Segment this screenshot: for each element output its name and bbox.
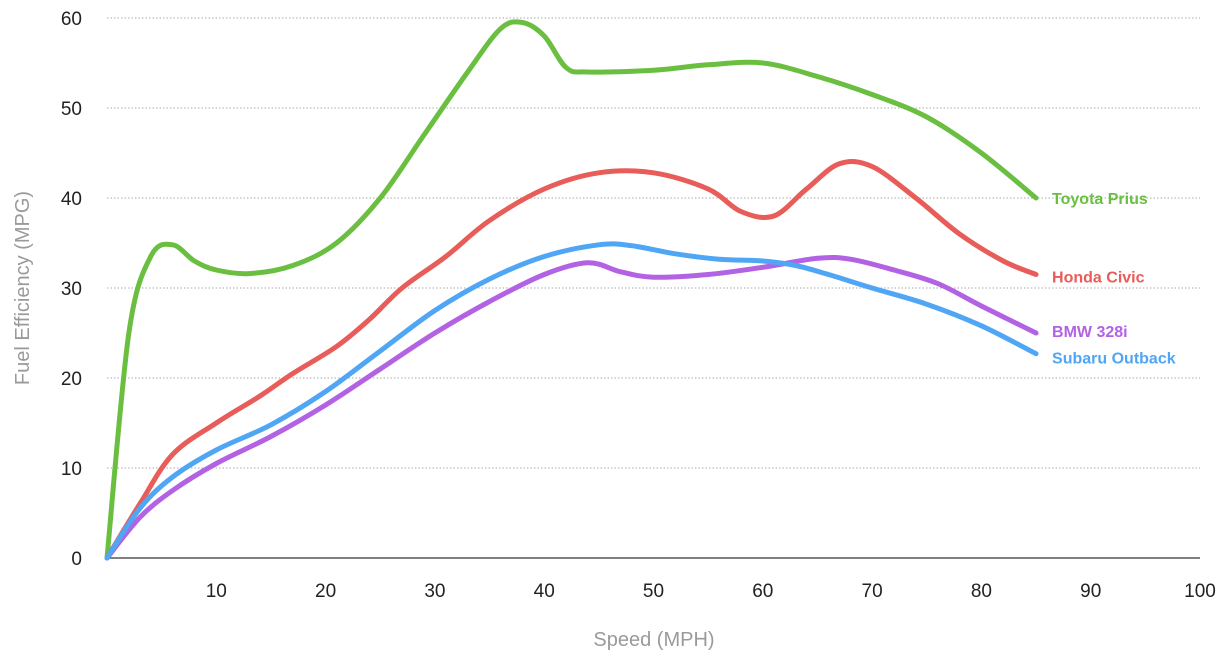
- x-tick-label: 70: [862, 581, 883, 602]
- series-label-bmw-328i: BMW 328i: [1052, 324, 1128, 341]
- series-label-honda-civic: Honda Civic: [1052, 270, 1145, 287]
- series-line-bmw-328i: [104, 254, 1039, 561]
- x-tick-label: 60: [752, 581, 773, 602]
- y-tick-label: 10: [61, 459, 82, 480]
- x-tick-label: 20: [315, 581, 336, 602]
- x-tick-labels: 10 20 30 40 50 60 70 80 90 100: [206, 581, 1216, 602]
- y-tick-label: 50: [61, 99, 82, 120]
- y-tick-label: 30: [61, 279, 82, 300]
- x-tick-label: 50: [643, 581, 664, 602]
- y-tick-label: 60: [61, 9, 82, 30]
- y-axis-title: Fuel Efficiency (MPG): [12, 191, 34, 385]
- x-tick-label: 100: [1184, 581, 1216, 602]
- y-tick-label: 40: [61, 189, 82, 210]
- x-tick-label: 40: [534, 581, 555, 602]
- x-tick-label: 10: [206, 581, 227, 602]
- series-line-toyota-prius: [104, 19, 1039, 561]
- x-tick-label: 80: [971, 581, 992, 602]
- y-tick-label: 0: [71, 549, 82, 570]
- x-tick-label: 90: [1080, 581, 1101, 602]
- series-label-subaru-outback: Subaru Outback: [1052, 351, 1176, 368]
- gridlines: [107, 17, 1200, 469]
- y-tick-label: 20: [61, 369, 82, 390]
- series-labels: Toyota Prius Honda Civic BMW 328i Subaru Ou…: [1052, 191, 1176, 368]
- series-label-toyota-prius: Toyota Prius: [1052, 191, 1148, 208]
- series-line-subaru-outback: [104, 241, 1039, 561]
- y-tick-labels: 0 10 20 30 40 50 60: [61, 9, 82, 570]
- x-tick-label: 30: [424, 581, 445, 602]
- series-lines: [104, 19, 1039, 561]
- x-axis-title: Speed (MPH): [593, 629, 714, 651]
- series-line-honda-civic: [104, 159, 1039, 561]
